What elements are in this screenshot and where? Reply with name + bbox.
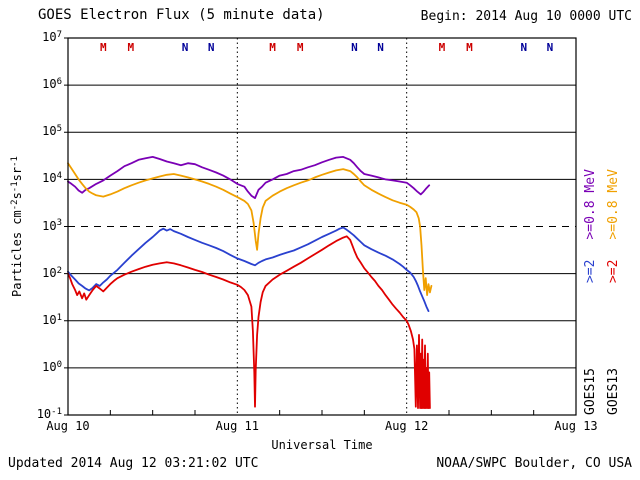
y-tick-label: 102 <box>42 265 62 280</box>
satellite-marker-n: N <box>181 41 189 54</box>
data-source: NOAA/SWPC Boulder, CO USA <box>436 456 632 471</box>
y-tick-label: 107 <box>42 29 62 44</box>
y-tick-label: 106 <box>42 77 62 92</box>
satellite-marker-m: M <box>296 41 304 54</box>
satellite-marker-m: M <box>127 41 135 54</box>
legend-column: GOES15 >=2 >=0.8 MeV <box>583 38 598 415</box>
series-goes13-0-8-mev <box>67 162 433 297</box>
y-tick-exponent: 1 <box>56 312 62 323</box>
y-axis-title-text: s <box>10 192 24 200</box>
y-tick-label: 103 <box>42 218 62 233</box>
legend-entry: GOES13 <box>606 368 621 415</box>
y-tick-exponent: -1 <box>51 406 62 417</box>
y-tick-label: 10-1 <box>36 406 62 421</box>
legend-entry: >=2 <box>583 259 598 284</box>
y-tick-label: 105 <box>42 124 62 139</box>
satellite-marker-m: M <box>99 41 107 54</box>
chart-title: GOES Electron Flux (5 minute data) <box>38 7 325 23</box>
y-tick-exponent: 2 <box>56 265 62 276</box>
satellite-marker-n: N <box>520 41 528 54</box>
y-tick-exponent: 3 <box>56 218 62 229</box>
plot-frame <box>67 37 577 416</box>
y-tick-label: 100 <box>42 359 62 374</box>
legend-column: GOES13 >=2 >=0.8 MeV <box>606 38 621 415</box>
series-goes15-0-8-mev <box>67 155 431 200</box>
y-tick-label: 104 <box>42 171 62 186</box>
x-tick-label: Aug 12 <box>384 419 429 433</box>
y-axis-title-exponent: -2 <box>9 199 20 211</box>
satellite-marker-m: M <box>438 41 446 54</box>
legend-entry: >=0.8 MeV <box>606 169 621 240</box>
y-axis-title-exponent: -1 <box>9 181 20 193</box>
legend-entry: >=0.8 MeV <box>583 169 598 240</box>
y-tick-label: 101 <box>42 312 62 327</box>
y-tick-exponent: 6 <box>56 77 62 88</box>
x-tick-label: Aug 13 <box>554 419 598 433</box>
x-axis-title: Universal Time <box>271 438 373 452</box>
y-tick-exponent: 7 <box>56 29 62 40</box>
legend-entry: GOES15 <box>583 368 598 415</box>
series-goes15-2-mev <box>67 226 430 313</box>
begin-time-label: Begin: 2014 Aug 10 0000 UTC <box>420 9 632 24</box>
y-tick-exponent: 4 <box>56 171 62 182</box>
satellite-marker-m: M <box>269 41 276 54</box>
updated-timestamp: Updated 2014 Aug 12 03:21:02 UTC <box>8 456 259 471</box>
satellite-marker-n: N <box>207 41 215 54</box>
y-tick-exponent: 5 <box>56 124 62 135</box>
legend-entry: >=2 <box>606 259 621 284</box>
satellite-marker-n: N <box>377 41 384 54</box>
series-goes13-2-mev <box>67 235 431 410</box>
y-tick-exponent: 0 <box>56 359 62 370</box>
y-axis-title-exponent: -1 <box>9 156 20 167</box>
satellite-marker-m: M <box>466 41 473 54</box>
satellite-marker-n: N <box>351 41 358 54</box>
satellite-marker-n: N <box>546 41 554 54</box>
x-tick-label: Aug 10 <box>46 419 90 433</box>
x-tick-label: Aug 11 <box>215 419 259 433</box>
